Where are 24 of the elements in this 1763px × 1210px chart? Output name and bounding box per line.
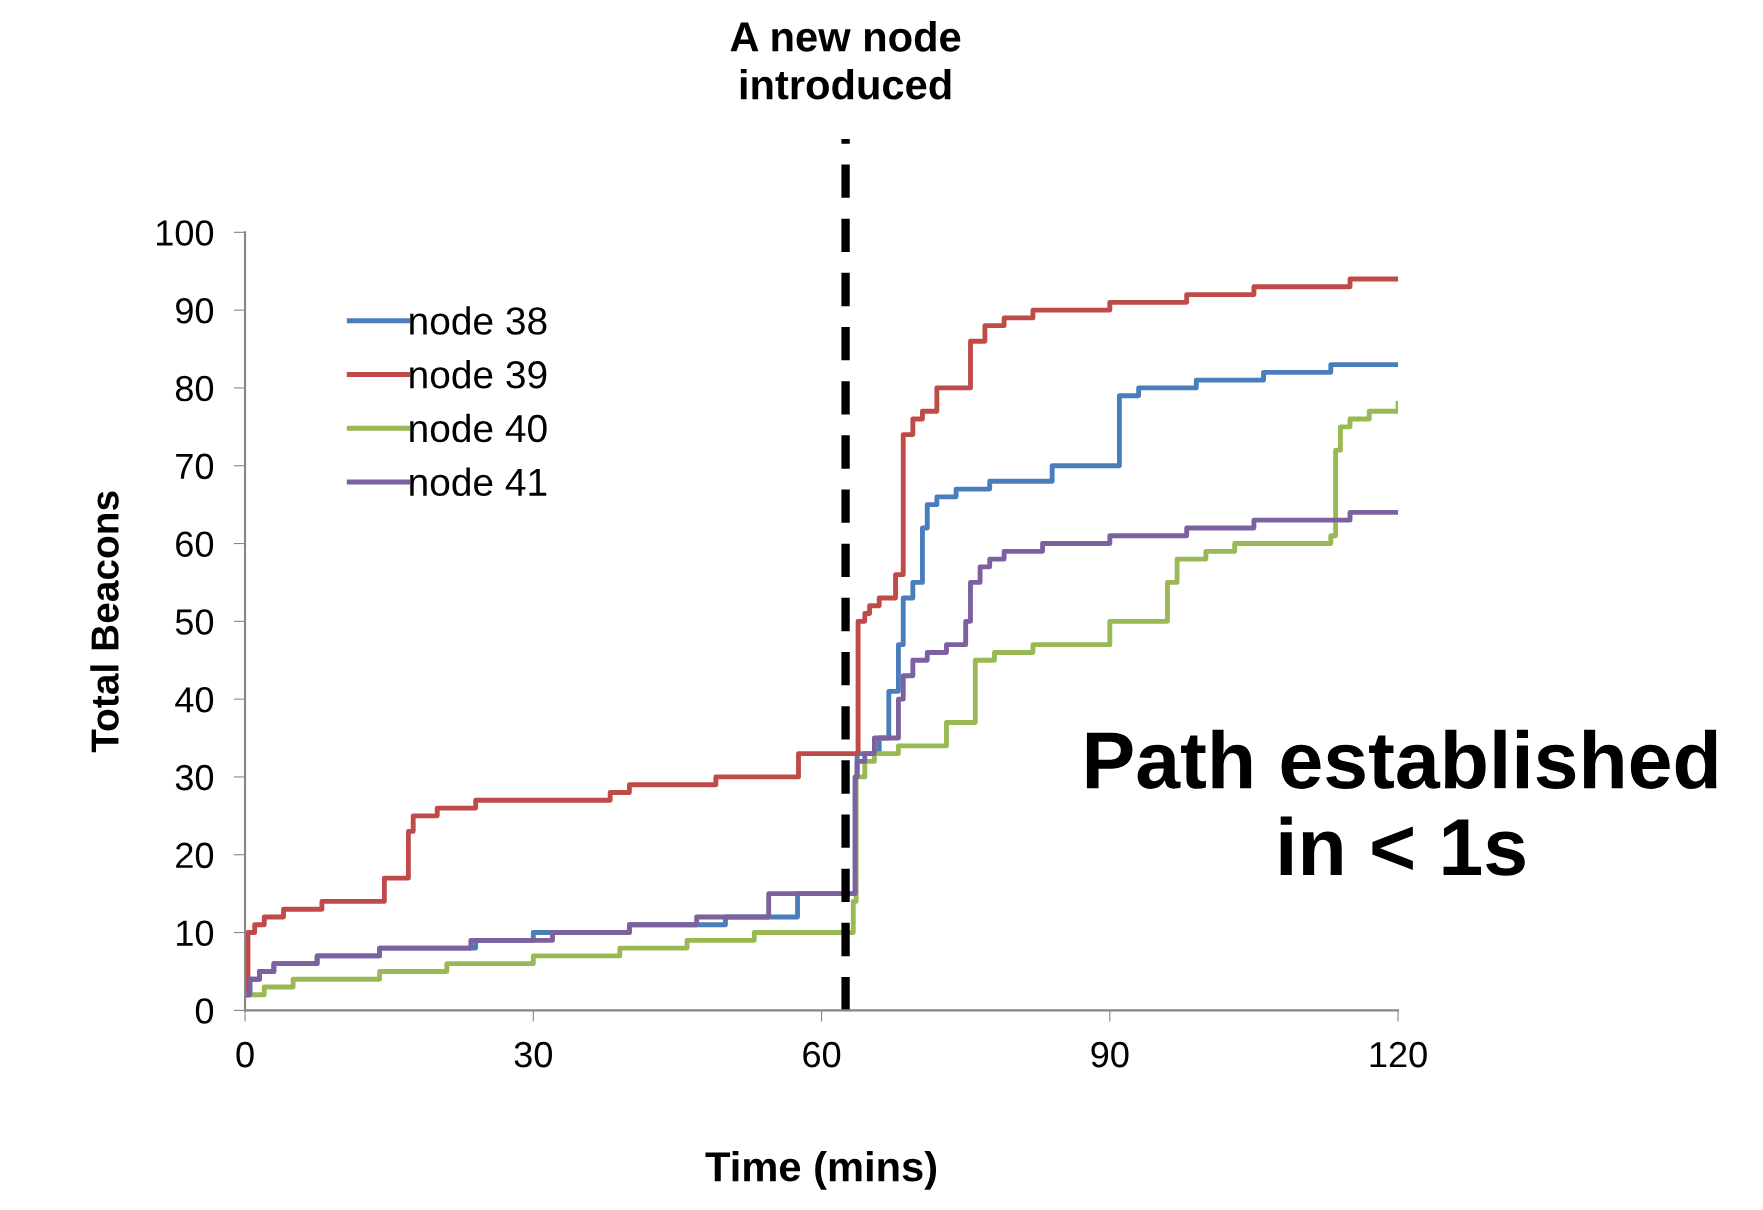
y-tick-label: 50: [175, 609, 214, 635]
x-tick-label: 60: [803, 1041, 841, 1068]
x-tick-label: 120: [1370, 1041, 1427, 1068]
y-tick-label: 40: [175, 687, 214, 713]
y-tick-label: 10: [177, 920, 214, 946]
y-tick-label: 0: [195, 998, 214, 1024]
x-tick-label: 0: [236, 1041, 254, 1068]
y-tick-label: 80: [175, 375, 214, 402]
y-tick-label: 20: [176, 842, 214, 869]
legend-label: node 39: [410, 359, 547, 389]
y-tick-label: 90: [176, 297, 214, 324]
ref-line-label: A new node introduced: [730, 21, 961, 100]
legend-label: node 38: [410, 306, 547, 335]
y-axis-title: Total Beacons: [90, 491, 119, 753]
y-tick-label: 30: [175, 764, 214, 791]
legend-label: node 41: [410, 467, 547, 497]
y-tick-label: 60: [176, 531, 214, 557]
x-axis-title: Time (mins): [705, 1150, 937, 1190]
annotation: Path established in < 1s: [1086, 729, 1717, 876]
x-tick-label: 90: [1091, 1041, 1129, 1068]
y-tick-label: 70: [176, 453, 214, 480]
legend-label: node 40: [410, 413, 547, 443]
x-tick-label: 30: [514, 1041, 552, 1068]
y-tick-label: 100: [157, 220, 214, 246]
